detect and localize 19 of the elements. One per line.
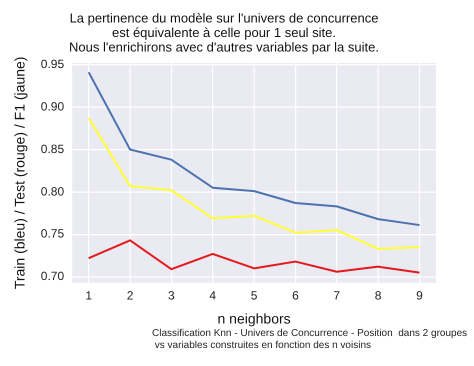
x-tick-label: 2 xyxy=(126,288,134,302)
x-tick-label: 5 xyxy=(250,288,258,302)
y-tick-label: 0.70 xyxy=(40,269,64,284)
y-tick-label: 0.90 xyxy=(40,99,64,114)
y-tick-label: 0.85 xyxy=(40,142,64,156)
x-axis-title: n neighbors xyxy=(217,310,291,326)
y-tick-label: 0.80 xyxy=(40,184,64,198)
chart-title: La pertinence du modèle sur l'univers de concurrence est équivalente à celle pour 1 seul site. Nous l'enrichirons avec d'autres variables par la suite. xyxy=(69,10,379,54)
y-tick-label: 0.75 xyxy=(40,226,64,241)
x-tick-label: 9 xyxy=(416,288,424,302)
x-tick-label: 8 xyxy=(374,288,382,302)
x-tick-label: 4 xyxy=(209,288,216,302)
text: Classification Knn - Univers de Concurrence - Position dans 2 groupes vs variables construites en fonction des n voisins xyxy=(152,328,468,351)
x-tick-label: 6 xyxy=(292,288,300,302)
x-tick-label: 3 xyxy=(168,288,176,302)
y-axis-title: Train (bleu) / Test (rouge) / F1 (jaune) xyxy=(11,56,28,290)
x-tick-label: 7 xyxy=(333,288,340,302)
y-tick-label: 0.95 xyxy=(40,56,64,71)
x-tick-label: 1 xyxy=(85,288,92,302)
